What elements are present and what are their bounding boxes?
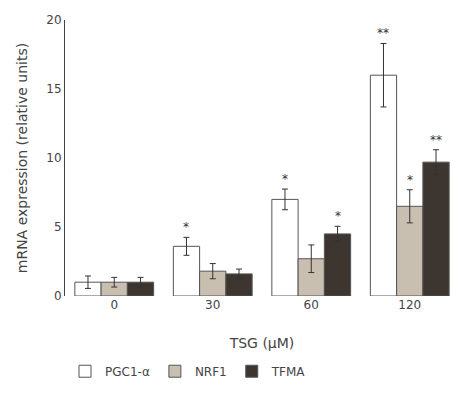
svg-text:**: ** (430, 133, 442, 147)
svg-text:60: 60 (304, 298, 319, 312)
svg-text:*: * (183, 220, 189, 234)
svg-text:10: 10 (46, 151, 61, 165)
svg-text:15: 15 (46, 82, 61, 96)
svg-text:20: 20 (46, 13, 61, 27)
svg-text:PGC1-α: PGC1-α (105, 365, 150, 379)
svg-text:**: ** (377, 26, 389, 40)
svg-text:NRF1: NRF1 (195, 365, 227, 379)
svg-text:0: 0 (54, 289, 62, 303)
svg-text:*: * (335, 209, 341, 223)
svg-text:*: * (407, 173, 413, 187)
svg-text:5: 5 (54, 220, 62, 234)
svg-text:120: 120 (398, 298, 421, 312)
svg-text:30: 30 (205, 298, 220, 312)
svg-text:TFMA: TFMA (271, 365, 306, 379)
svg-text:TSG (μM): TSG (μM) (229, 335, 295, 351)
svg-text:*: * (282, 172, 288, 186)
svg-text:mRNA expression (relative unit: mRNA expression (relative units) (14, 43, 30, 273)
svg-text:0: 0 (110, 298, 118, 312)
